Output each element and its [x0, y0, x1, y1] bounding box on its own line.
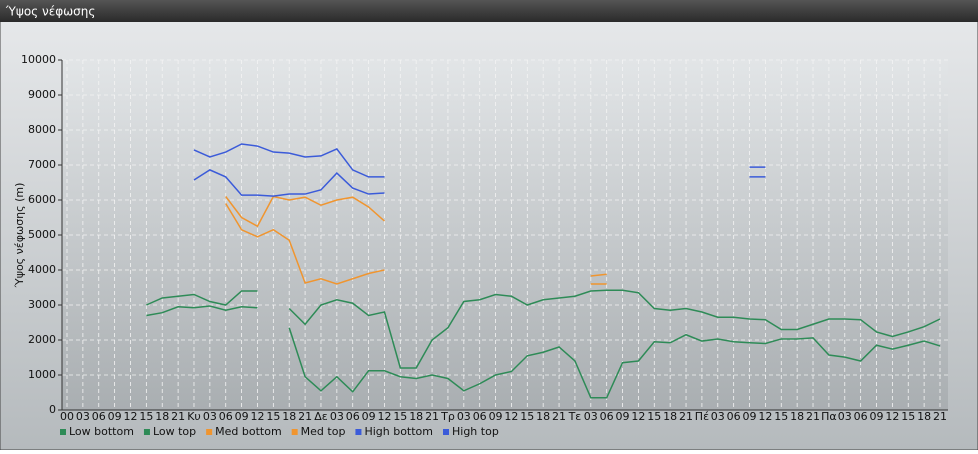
x-tick-label: 15: [266, 410, 280, 423]
legend-swatch: [443, 429, 449, 435]
y-tick-label: 9000: [28, 88, 56, 101]
x-tick-label: 15: [901, 410, 915, 423]
legend-label: Low top: [153, 425, 196, 438]
x-tick-label: 18: [663, 410, 677, 423]
x-tick-label: 21: [171, 410, 185, 423]
series-line: [193, 169, 766, 197]
x-tick-label: 06: [473, 410, 487, 423]
x-tick-label: 21: [933, 410, 947, 423]
x-tick-label: Πέ: [695, 410, 709, 423]
x-tick-label: 12: [631, 410, 645, 423]
chart-layer: 0 1000 2000 3000 4000 5000 6000 7000 8000 9000 100…: [21, 53, 948, 438]
x-tick-label: 09: [489, 410, 503, 423]
series-line: [146, 289, 941, 369]
x-tick-label: 15: [393, 410, 407, 423]
series-line: [146, 305, 941, 399]
legend-label: Low bottom: [69, 425, 134, 438]
x-tick-label: 15: [520, 410, 534, 423]
x-tick-label: 06: [600, 410, 614, 423]
x-tick-label: 21: [298, 410, 312, 423]
x-tick-label: Κυ: [187, 410, 201, 423]
x-tick-label: 15: [774, 410, 788, 423]
x-tick-label: 06: [727, 410, 741, 423]
x-tick-label: 18: [282, 410, 296, 423]
y-tick-label: 4000: [28, 263, 56, 276]
x-tick-label: 09: [235, 410, 249, 423]
x-tick-label: 21: [552, 410, 566, 423]
legend-swatch: [60, 429, 66, 435]
x-tick-label: Τρ: [440, 410, 455, 423]
x-tick-label: 21: [679, 410, 693, 423]
y-axis-label: Ύψος νέφωσης (m): [13, 183, 26, 289]
x-tick-label: 06: [219, 410, 233, 423]
x-tick-label: 18: [917, 410, 931, 423]
legend-swatch: [291, 429, 298, 435]
y-tick-label: 10000: [21, 53, 56, 66]
x-tick-label: 09: [108, 410, 122, 423]
y-tick-label: 6000: [28, 193, 56, 206]
x-tick-label: 12: [758, 410, 772, 423]
x-tick-label: 03: [76, 410, 90, 423]
x-tick-label: 12: [885, 410, 899, 423]
x-tick-label: 09: [870, 410, 884, 423]
legend-label: Med top: [301, 425, 346, 438]
legend-label: High bottom: [364, 425, 433, 438]
y-tick-label: 1000: [28, 368, 56, 381]
x-tick-label: 21: [425, 410, 439, 423]
x-tick-label: 18: [155, 410, 169, 423]
y-tick-label: 3000: [28, 298, 56, 311]
x-tick-label: 12: [504, 410, 518, 423]
x-tick-label: 21: [806, 410, 820, 423]
x-tick-label: 03: [838, 410, 852, 423]
x-tick-label: 18: [409, 410, 423, 423]
x-tick-label: Τε: [568, 410, 582, 423]
x-tick-label: 03: [711, 410, 725, 423]
x-tick-label: 09: [743, 410, 757, 423]
x-tick-label: 18: [536, 410, 550, 423]
x-tick-label: 06: [854, 410, 868, 423]
x-tick-label: Δε: [314, 410, 328, 423]
y-tick-label: 0: [49, 403, 56, 416]
legend-label: High top: [452, 425, 499, 438]
x-tick-label: 03: [584, 410, 598, 423]
y-tick-label: 2000: [28, 333, 56, 346]
legend-swatch: [206, 429, 213, 435]
title-bar: [0, 0, 978, 22]
series-line: [225, 195, 607, 277]
x-tick-label: 12: [377, 410, 391, 423]
x-tick-label: 03: [330, 410, 344, 423]
x-tick-label: 03: [457, 410, 471, 423]
x-tick-label: 06: [92, 410, 106, 423]
y-tick-label: 7000: [28, 158, 56, 171]
x-tick-label: 15: [139, 410, 153, 423]
legend-swatch: [355, 429, 362, 435]
x-tick-label: 12: [250, 410, 264, 423]
x-tick-label: 09: [362, 410, 376, 423]
x-tick-label: Πα: [821, 410, 837, 423]
x-tick-label: 09: [616, 410, 630, 423]
y-tick-label: 8000: [28, 123, 56, 136]
x-tick-label: 12: [123, 410, 137, 423]
x-tick-label: 00: [60, 410, 74, 423]
title: Ύψος νέφωσης: [5, 5, 95, 19]
legend-label: Med bottom: [215, 425, 282, 438]
x-tick-label: 03: [203, 410, 217, 423]
x-tick-label: 18: [790, 410, 804, 423]
x-tick-label: 06: [346, 410, 360, 423]
series-line: [193, 143, 766, 178]
series-line: [225, 203, 607, 285]
x-tick-label: 15: [647, 410, 661, 423]
y-tick-label: 5000: [28, 228, 56, 241]
legend-swatch: [143, 429, 150, 435]
